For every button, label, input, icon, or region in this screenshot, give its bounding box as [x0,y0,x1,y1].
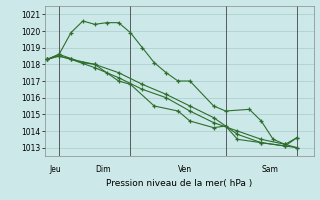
Text: Pression niveau de la mer( hPa ): Pression niveau de la mer( hPa ) [106,179,252,188]
Text: Dim: Dim [95,165,110,174]
Text: Sam: Sam [261,165,278,174]
Text: Jeu: Jeu [50,165,61,174]
Text: Ven: Ven [178,165,192,174]
